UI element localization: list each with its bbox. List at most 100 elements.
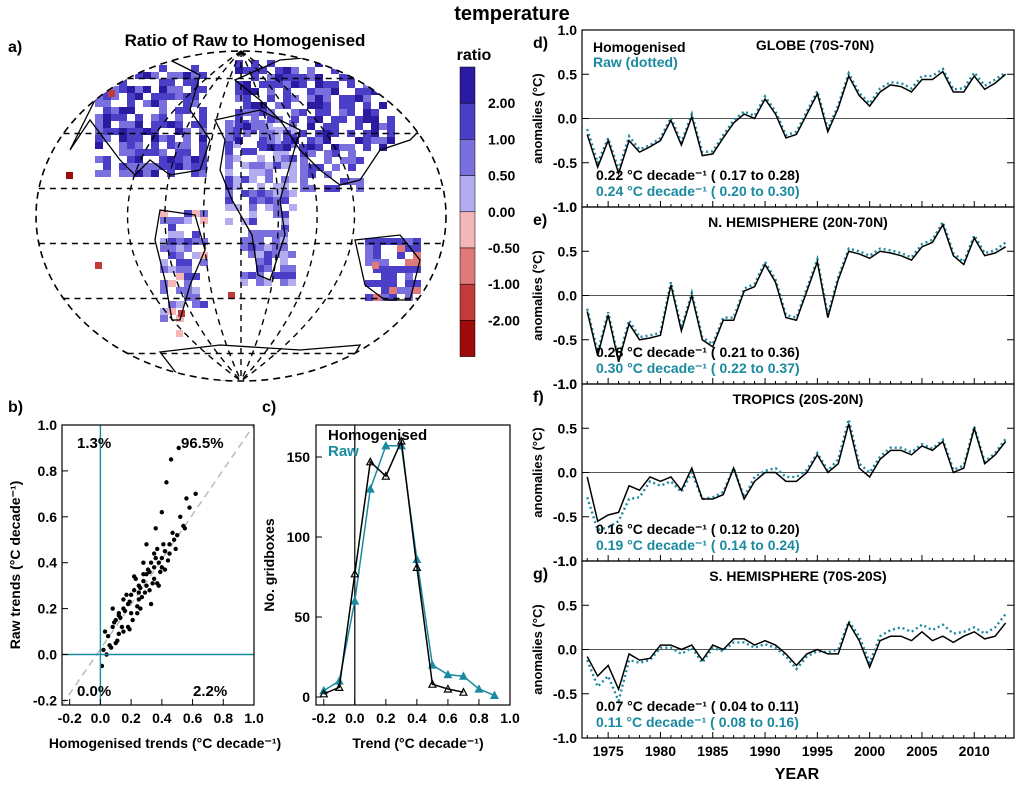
map-gridbox — [127, 149, 135, 156]
map-gridbox — [183, 135, 191, 142]
map-gridbox — [127, 93, 135, 100]
scatter-point — [159, 510, 165, 515]
x-tick-label: 2005 — [906, 743, 937, 759]
map-gridbox — [331, 88, 339, 95]
quadrant-top-left: 1.3% — [77, 435, 111, 452]
map-gridbox — [135, 72, 143, 79]
map-gridbox — [267, 74, 275, 81]
x-tick-label: 1985 — [697, 743, 728, 759]
map-gridbox — [300, 178, 308, 185]
map-gridbox — [184, 259, 192, 266]
map-gridbox — [249, 190, 257, 197]
map-gridbox — [363, 95, 371, 102]
map-gridbox — [243, 67, 251, 74]
hist-point — [443, 684, 453, 693]
map-gridbox — [249, 204, 257, 211]
map-gridbox — [381, 259, 389, 266]
scatter-point — [165, 558, 171, 563]
x-tick-label: 1990 — [749, 743, 780, 759]
scatter-point — [167, 551, 172, 556]
hist-point — [396, 436, 406, 445]
map-gridbox — [389, 294, 397, 301]
map-gridbox — [249, 127, 257, 134]
map-gridbox — [183, 79, 191, 86]
map-gridbox — [183, 128, 191, 135]
scatter-point — [164, 480, 169, 485]
map-gridbox — [159, 156, 167, 163]
legend-label: 0.50 — [488, 168, 515, 184]
map-gridbox — [413, 287, 421, 294]
map-gridbox — [373, 252, 381, 259]
scatter-point — [147, 588, 152, 593]
scatter-point — [144, 583, 149, 588]
map-gridbox — [143, 100, 151, 107]
map-gridbox — [267, 130, 275, 137]
map-gridbox — [257, 183, 265, 190]
x-tick-label: 0.4 — [152, 710, 172, 726]
map-gridbox — [365, 252, 373, 259]
map-gridbox — [243, 130, 251, 137]
map-gridbox — [389, 238, 397, 245]
y-tick-label: 0.5 — [558, 66, 578, 82]
map-gridbox — [307, 144, 315, 151]
map-gridbox — [405, 259, 413, 266]
map-gridbox — [280, 230, 288, 237]
x-tick-label: 0.6 — [438, 710, 458, 726]
color-legend: 2.00 1.00 0.50 0.00 -0.50 -1.00 -2.00 — [459, 66, 520, 357]
map-gridbox — [387, 130, 395, 137]
timeseries-panels: -1.0 -0.5 0.0 0.5 1.0 d) GLOBE (70S-70N) 0.22 °… — [530, 22, 1015, 759]
map-gridbox — [281, 162, 289, 169]
ts-legend-homogenised: Homogenised — [593, 39, 686, 55]
map-gridbox — [191, 93, 199, 100]
map-gridbox — [167, 93, 175, 100]
scatter-point — [141, 560, 146, 565]
map-gridbox — [289, 176, 297, 183]
map-gridbox — [151, 149, 159, 156]
map-gridbox — [371, 116, 379, 123]
map-gridbox — [159, 79, 167, 86]
trend-raw: 0.24 °C decade⁻¹ ( 0.20 to 0.30) — [596, 183, 800, 199]
map-gridbox — [280, 272, 288, 279]
y-tick-label: -1.0 — [553, 553, 577, 569]
map-gridbox — [176, 259, 184, 266]
map-gridbox — [119, 86, 127, 93]
scatter-point — [159, 555, 165, 561]
map-gridbox — [272, 244, 280, 251]
map-gridbox — [389, 266, 397, 273]
map-gridbox — [265, 204, 273, 211]
map-gridbox — [127, 128, 135, 135]
legend-title: ratio — [457, 47, 492, 64]
map-gridbox — [176, 301, 184, 308]
map-gridbox — [151, 142, 159, 149]
scatter-point — [193, 491, 198, 497]
scatter-y-label: Raw trends (°C decade⁻¹) — [7, 481, 23, 650]
map-gridbox — [191, 163, 199, 170]
map-gridbox — [103, 156, 111, 163]
map-gridbox — [176, 287, 184, 294]
map-gridbox — [251, 102, 259, 109]
map-gridbox — [379, 123, 387, 130]
scatter-point — [153, 526, 158, 531]
map-gridbox — [151, 135, 159, 142]
map-gridbox — [191, 121, 199, 128]
map-gridbox — [168, 238, 176, 245]
legend-color-swatch — [459, 283, 476, 321]
map-gridbox — [299, 74, 307, 81]
x-tick-label: 0.0 — [345, 710, 365, 726]
map-gridbox — [111, 114, 119, 121]
map-gridbox — [387, 81, 395, 88]
map-gridbox — [184, 266, 192, 273]
scatter-point — [162, 567, 168, 572]
map-gridbox — [249, 218, 257, 225]
map-gridbox — [249, 211, 257, 218]
map-gridbox — [347, 144, 355, 151]
map-gridbox — [167, 86, 175, 93]
map-gridbox — [289, 162, 297, 169]
map-gridbox — [103, 72, 111, 79]
map-gridbox — [233, 183, 241, 190]
legend-color-swatch — [459, 102, 476, 140]
scatter-point — [128, 610, 134, 616]
map-gridbox — [275, 144, 283, 151]
legend-label: 1.00 — [488, 131, 515, 147]
graticule-meridian — [240, 50, 279, 382]
